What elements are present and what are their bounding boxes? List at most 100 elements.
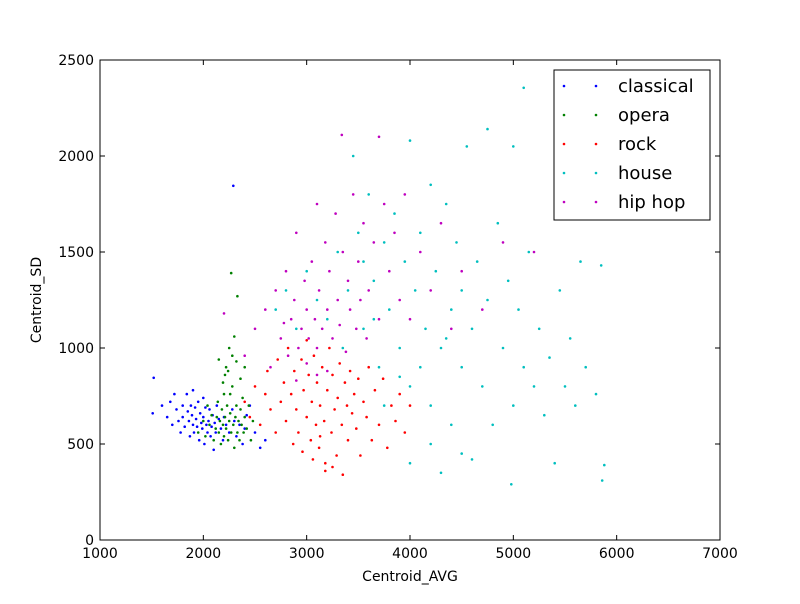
data-point xyxy=(238,438,241,442)
data-point xyxy=(169,400,172,404)
x-tick-label: 4000 xyxy=(392,546,428,562)
legend-marker xyxy=(562,171,566,175)
data-point xyxy=(377,423,381,427)
data-point xyxy=(215,415,219,419)
data-point xyxy=(214,431,217,434)
data-point xyxy=(501,346,505,350)
data-point xyxy=(403,431,407,434)
data-point xyxy=(212,438,215,442)
data-point xyxy=(229,431,233,434)
data-point xyxy=(233,335,236,338)
data-point xyxy=(386,446,389,450)
data-point xyxy=(224,365,228,369)
data-point xyxy=(206,431,209,434)
data-point xyxy=(175,408,178,411)
data-point xyxy=(568,337,572,340)
data-point xyxy=(336,250,340,254)
data-point xyxy=(216,400,220,404)
y-tick-label: 500 xyxy=(67,437,94,453)
data-point xyxy=(341,473,345,477)
x-axis-ticks: 1000 2000 3000 4000 5000 6000 7000 xyxy=(82,60,738,562)
data-point xyxy=(351,193,355,196)
y-tick-label: 1500 xyxy=(58,245,94,261)
data-point xyxy=(266,369,269,373)
data-point xyxy=(357,377,360,381)
data-point xyxy=(470,327,474,331)
data-point xyxy=(345,404,349,407)
legend: classical opera rock house hip hop xyxy=(553,69,711,221)
data-point xyxy=(377,317,381,321)
data-point xyxy=(152,376,155,380)
data-point xyxy=(221,381,225,384)
data-point xyxy=(253,327,257,331)
data-point xyxy=(222,392,226,396)
data-point xyxy=(229,271,233,275)
data-point xyxy=(512,404,515,407)
legend-marker xyxy=(562,113,566,117)
data-point xyxy=(357,231,360,235)
data-point xyxy=(506,279,510,283)
data-point xyxy=(310,260,314,263)
x-tick-label: 3000 xyxy=(289,546,325,562)
data-point xyxy=(315,202,319,206)
data-point xyxy=(305,308,309,311)
data-point xyxy=(195,425,199,429)
data-point xyxy=(209,435,212,438)
data-point xyxy=(563,385,567,388)
data-point xyxy=(340,423,344,427)
data-point xyxy=(372,241,376,244)
data-point xyxy=(382,404,386,407)
legend-item: classical xyxy=(562,76,694,97)
data-point xyxy=(303,279,306,283)
data-point xyxy=(235,404,238,407)
data-point xyxy=(341,250,345,254)
data-point xyxy=(171,423,174,427)
data-point xyxy=(351,154,355,158)
data-point xyxy=(324,469,327,473)
data-point xyxy=(318,404,322,407)
data-point xyxy=(220,408,224,411)
data-point xyxy=(177,419,180,423)
data-point xyxy=(460,269,464,273)
x-tick-label: 7000 xyxy=(702,546,738,562)
data-point xyxy=(367,193,371,196)
data-point xyxy=(312,354,316,358)
data-point xyxy=(579,260,582,263)
data-point xyxy=(429,289,433,292)
data-point xyxy=(219,442,223,446)
data-point xyxy=(341,346,345,350)
data-point xyxy=(226,369,230,373)
data-point xyxy=(243,415,246,419)
data-point xyxy=(242,431,245,434)
data-point xyxy=(264,438,267,442)
data-point xyxy=(197,438,201,442)
y-tick-label: 2500 xyxy=(58,53,94,69)
data-point xyxy=(228,392,232,396)
data-point xyxy=(398,392,402,396)
data-point xyxy=(301,450,304,454)
data-point xyxy=(543,413,546,417)
legend-marker xyxy=(562,84,566,88)
data-point xyxy=(460,452,464,455)
data-point xyxy=(192,431,196,434)
data-point xyxy=(237,419,240,423)
data-point xyxy=(214,427,217,430)
data-point xyxy=(359,454,362,457)
data-point xyxy=(243,365,246,369)
data-point xyxy=(189,404,193,407)
data-point xyxy=(344,350,348,354)
data-point xyxy=(234,415,237,419)
data-point xyxy=(328,346,331,350)
data-point xyxy=(512,145,515,148)
data-point xyxy=(297,346,300,350)
data-point xyxy=(233,446,236,450)
y-axis-label: Centroid_SD xyxy=(29,257,45,343)
data-point xyxy=(408,461,412,465)
data-point xyxy=(439,221,443,225)
data-point xyxy=(336,298,340,302)
data-point xyxy=(343,381,347,384)
series-rock xyxy=(243,339,412,477)
data-point xyxy=(215,404,219,407)
data-point xyxy=(481,308,484,311)
data-point xyxy=(475,260,479,263)
